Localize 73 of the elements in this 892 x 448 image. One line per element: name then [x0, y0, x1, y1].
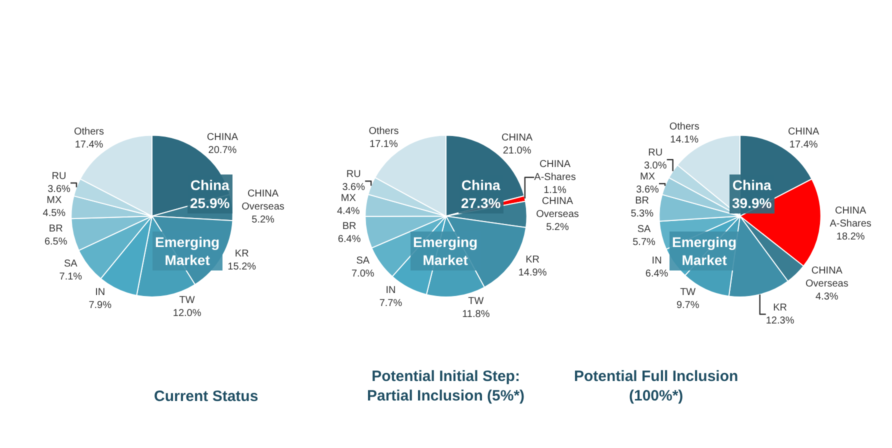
text: China 27.3%: [461, 177, 502, 212]
slice-label: CHINA Overseas: [242, 188, 284, 213]
slice-label: BR: [342, 221, 356, 232]
data-label: 4.5%: [42, 208, 66, 220]
data-label: 3.6%: [48, 184, 70, 196]
data-label: 14.1%: [670, 134, 699, 146]
slice-label: Others: [669, 121, 700, 132]
data-label: 12.0%: [172, 308, 202, 320]
text: Emerging Market: [155, 234, 220, 268]
data-label: 3.6%: [342, 182, 366, 194]
data-label: 5.3%: [630, 208, 654, 220]
data-label: 20.7%: [208, 145, 237, 156]
slice-label: KR: [234, 248, 249, 260]
text: China 25.9%: [190, 177, 230, 212]
text: Current Status: [154, 388, 258, 405]
slice-label: CHINA: [206, 132, 238, 144]
data-label: 17.1%: [370, 138, 398, 150]
data-label: 5.7%: [632, 237, 656, 248]
data-label: 3.6%: [636, 184, 660, 196]
data-label: 7.0%: [351, 268, 374, 280]
text: Emerging Market: [413, 234, 478, 268]
data-label: 14.9%: [518, 267, 547, 278]
slice-label: CHINA Overseas: [806, 265, 848, 290]
data-label: 15.2%: [228, 261, 256, 272]
slice-label: IN: [95, 287, 106, 298]
data-label: 6.4%: [338, 234, 361, 246]
slice-label: MX: [640, 172, 656, 183]
slice-label: MX: [46, 195, 62, 206]
slice-label: TW: [468, 296, 484, 308]
data-label: 4.4%: [336, 206, 360, 218]
data-label: 18.2%: [836, 231, 865, 242]
text: Potential Initial Step: Partial Inclusion (5%*): [367, 368, 525, 404]
slice-label: Others: [368, 126, 399, 137]
data-label: 17.4%: [74, 139, 104, 150]
data-label: 17.4%: [789, 139, 818, 150]
data-label: 7.9%: [88, 300, 112, 312]
slice-label: CHINA A-Shares: [534, 158, 576, 183]
slice-label: SA: [64, 258, 78, 270]
data-label: 21.0%: [502, 146, 532, 157]
slice-label: KR: [526, 254, 540, 266]
slice-label: SA: [356, 255, 370, 266]
slice-label: KR: [773, 302, 787, 314]
slice-label: CHINA Overseas: [536, 196, 579, 220]
slice-label: RU: [648, 148, 663, 159]
data-label: 1.1%: [544, 184, 567, 196]
data-label: 11.8%: [462, 309, 490, 320]
text: Potential Full Inclusion (100%*): [574, 368, 738, 404]
slice-label: MX: [340, 193, 356, 204]
text: Emerging Market: [672, 234, 737, 268]
text: China 39.9%: [732, 177, 772, 212]
data-label: 3.0%: [644, 160, 667, 172]
slice-label: BR: [635, 196, 650, 207]
slice-label: CHINA A-Shares: [830, 205, 872, 230]
data-label: 9.7%: [676, 300, 700, 311]
slice-label: RU: [52, 171, 66, 182]
slice-label: IN: [652, 255, 662, 266]
slice-label: TW: [179, 295, 196, 306]
slice-label: SA: [637, 224, 651, 236]
data-label: 6.4%: [645, 268, 668, 280]
slice-label: CHINA: [501, 132, 533, 144]
data-label: 6.5%: [44, 236, 68, 248]
data-label: 7.1%: [59, 271, 82, 282]
data-label: 4.3%: [816, 291, 838, 302]
slice-label: TW: [680, 286, 696, 298]
slice-label: BR: [48, 224, 63, 235]
slice-label: Others: [74, 126, 104, 138]
slice-label: IN: [386, 285, 396, 296]
slice-label: CHINA: [788, 126, 820, 138]
slice-label: RU: [346, 169, 361, 180]
data-label: 12.3%: [766, 315, 794, 326]
data-label: 7.7%: [379, 298, 402, 310]
data-label: 5.2%: [546, 222, 569, 233]
data-label: 5.2%: [252, 214, 275, 226]
